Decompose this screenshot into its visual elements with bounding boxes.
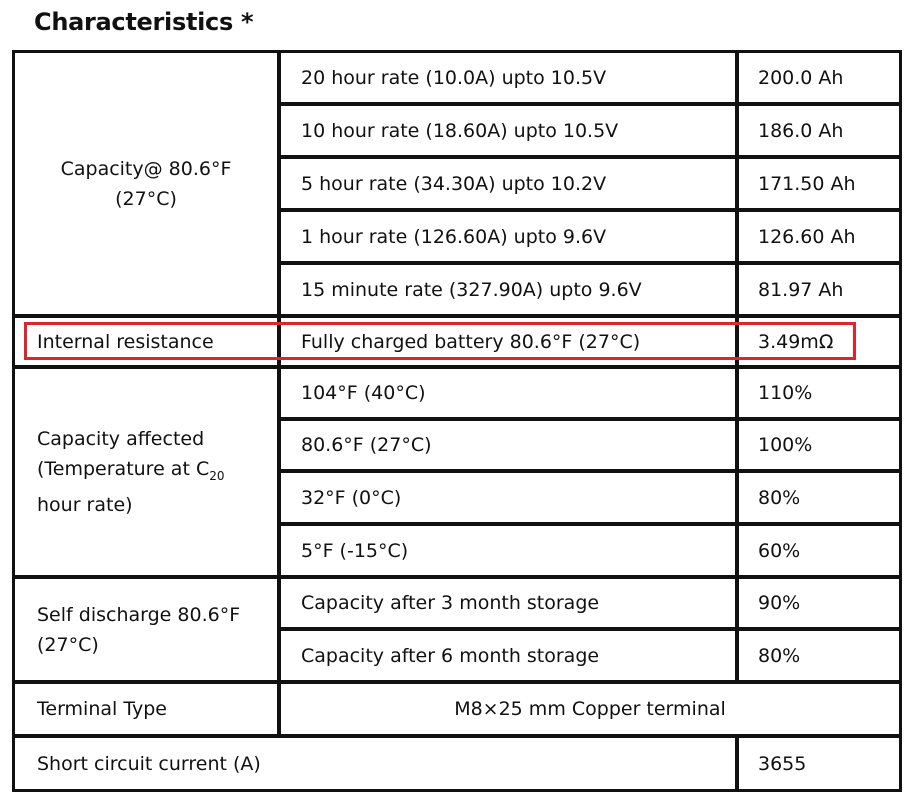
short-circuit-label: Short circuit current (A) — [15, 738, 735, 789]
page-title: Characteristics * — [34, 8, 254, 36]
self-discharge-row-value: 80% — [739, 631, 899, 680]
capacity-label-line1: Capacity@ 80.6°F — [60, 157, 232, 180]
capacity-row-desc: 20 hour rate (10.0A) upto 10.5V — [281, 53, 735, 102]
capacity-row-desc: 10 hour rate (18.60A) upto 10.5V — [281, 106, 735, 155]
terminal-type-label: Terminal Type — [15, 684, 277, 734]
self-discharge-row-value: 90% — [739, 579, 899, 627]
self-discharge-row-desc: Capacity after 6 month storage — [281, 631, 735, 680]
capacity-affected-line1: Capacity affected — [37, 427, 205, 450]
capacity-row-value: 200.0 Ah — [739, 53, 899, 102]
internal-resistance-desc: Fully charged battery 80.6°F (27°C) — [281, 318, 735, 365]
capacity-affected-line2-text: (Temperature at C — [37, 457, 210, 480]
capacity-label: Capacity@ 80.6°F (27°C) — [15, 53, 277, 314]
capacity-affected-row-value: 80% — [739, 473, 899, 522]
c20-subscript: 20 — [209, 468, 225, 483]
capacity-affected-row-desc: 104°F (40°C) — [281, 369, 735, 417]
capacity-affected-label: Capacity affected (Temperature at C20 ho… — [15, 369, 277, 575]
capacity-affected-line2: (Temperature at C20 — [37, 454, 225, 491]
capacity-affected-row-value: 100% — [739, 421, 899, 469]
capacity-affected-row-desc: 32°F (0°C) — [281, 473, 735, 522]
capacity-row-desc: 15 minute rate (327.90A) upto 9.6V — [281, 265, 735, 314]
capacity-row-desc: 5 hour rate (34.30A) upto 10.2V — [281, 159, 735, 208]
capacity-row-desc: 1 hour rate (126.60A) upto 9.6V — [281, 212, 735, 261]
characteristics-table: Capacity@ 80.6°F (27°C) 20 hour rate (10… — [12, 50, 902, 792]
capacity-row-value: 81.97 Ah — [739, 265, 899, 314]
capacity-row-value: 186.0 Ah — [739, 106, 899, 155]
terminal-type-value: M8×25 mm Copper terminal — [281, 684, 899, 734]
capacity-affected-row-desc: 5°F (-15°C) — [281, 526, 735, 575]
capacity-affected-row-value: 110% — [739, 369, 899, 417]
capacity-affected-row-desc: 80.6°F (27°C) — [281, 421, 735, 469]
self-discharge-row-desc: Capacity after 3 month storage — [281, 579, 735, 627]
short-circuit-value: 3655 — [739, 738, 899, 789]
internal-resistance-label: Internal resistance — [15, 318, 277, 365]
capacity-affected-row-value: 60% — [739, 526, 899, 575]
self-discharge-label: Self discharge 80.6°F (27°C) — [15, 579, 277, 680]
capacity-row-value: 171.50 Ah — [739, 159, 899, 208]
self-discharge-line2: (27°C) — [37, 633, 99, 656]
internal-resistance-value: 3.49mΩ — [739, 318, 899, 365]
capacity-row-value: 126.60 Ah — [739, 212, 899, 261]
capacity-label-line2: (27°C) — [115, 187, 177, 210]
capacity-affected-line3: hour rate) — [37, 494, 133, 517]
self-discharge-line1: Self discharge 80.6°F — [37, 603, 241, 626]
